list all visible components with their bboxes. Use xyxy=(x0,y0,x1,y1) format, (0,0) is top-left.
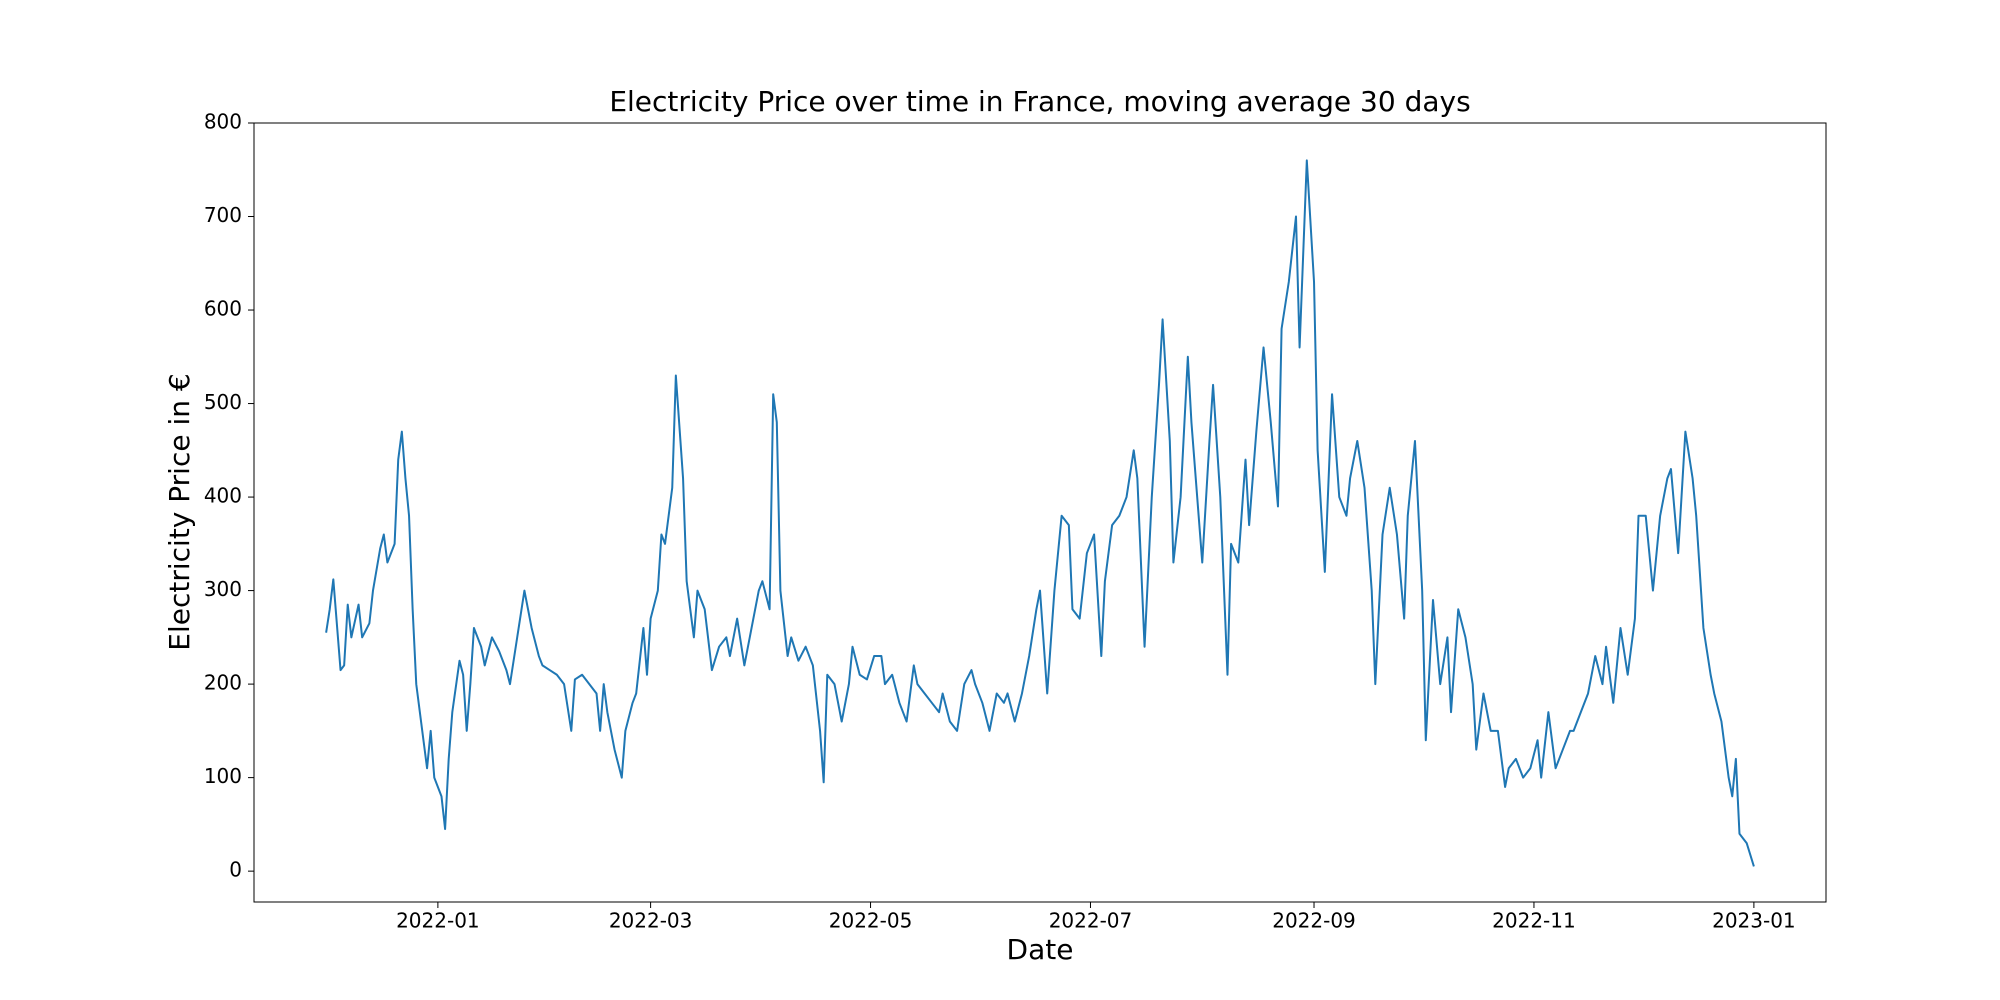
x-tick-label: 2022-05 xyxy=(829,909,913,933)
plot-frame xyxy=(253,122,1827,903)
x-tick-label: 2023-01 xyxy=(1712,909,1796,933)
chart-title: Electricity Price over time in France, m… xyxy=(609,85,1470,118)
x-tick-label: 2022-01 xyxy=(396,909,480,933)
y-tick-label: 700 xyxy=(204,203,242,227)
y-tick-label: 300 xyxy=(204,577,242,601)
y-tick-label: 500 xyxy=(204,390,242,414)
x-tick-label: 2022-07 xyxy=(1049,909,1133,933)
x-tick-label: 2022-03 xyxy=(609,909,693,933)
price-line xyxy=(325,159,1755,867)
y-tick-label: 800 xyxy=(204,110,242,134)
x-axis-label: Date xyxy=(1007,933,1074,966)
y-tick-label: 100 xyxy=(204,764,242,788)
y-tick-label: 400 xyxy=(204,484,242,508)
x-tick-label: 2022-11 xyxy=(1492,909,1576,933)
x-tick-label: 2022-09 xyxy=(1272,909,1356,933)
y-tick-label: 0 xyxy=(229,858,242,882)
y-tick-label: 200 xyxy=(204,671,242,695)
y-tick-label: 600 xyxy=(204,297,242,321)
y-axis-label: Electricity Price in € xyxy=(163,373,196,650)
